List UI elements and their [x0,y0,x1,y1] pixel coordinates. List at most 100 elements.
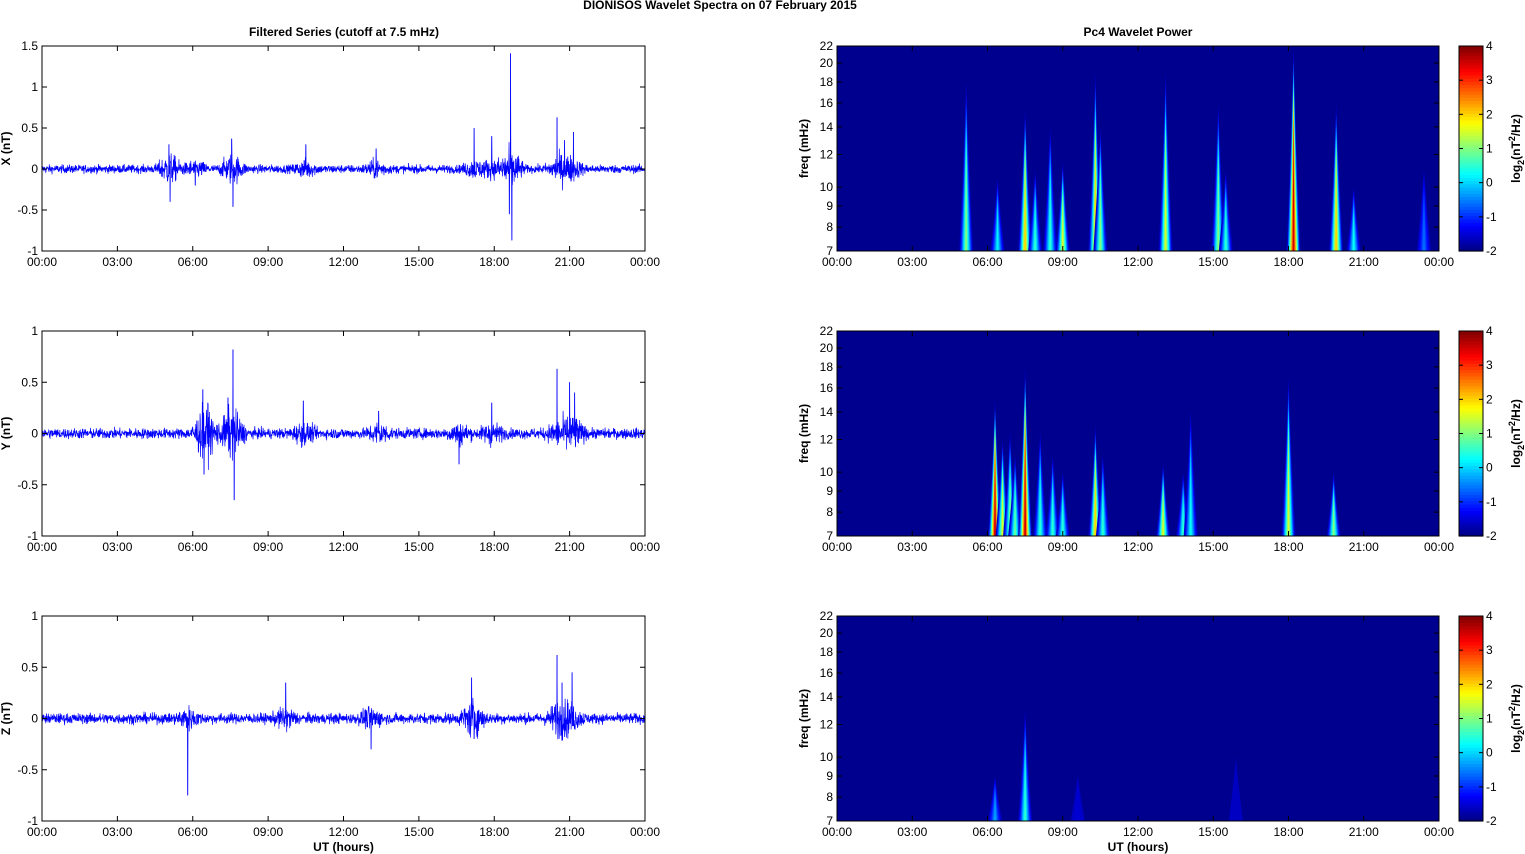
power-burst [1287,432,1290,536]
colorbar-cell [1459,161,1483,166]
colorbar-tick-label: -2 [1486,529,1497,543]
colorbar-cell [1459,494,1483,499]
colorbar-cell [1459,801,1483,806]
x-tick-label: 03:00 [897,825,927,839]
x-tick-label: 06:00 [972,255,1002,269]
colorbar-cell [1459,484,1483,489]
colorbar-cell [1459,366,1483,371]
power-burst [1217,154,1220,251]
colorbar-cell [1459,804,1483,809]
x-tick-label: 21:00 [555,255,585,269]
colorbar-cell [1459,126,1483,130]
colorbar-cell [1459,718,1483,723]
colorbar-cell [1459,340,1483,345]
colorbar-tick-label: -1 [1486,780,1497,794]
colorbar-tick-label: 2 [1486,677,1493,691]
power-burst [1094,463,1097,536]
colorbar-tick-label: 4 [1486,324,1493,338]
colorbar-tick-label: 0 [1486,746,1493,760]
x-tick-label: 00:00 [27,255,57,269]
colorbar-label: log2(nT2/Hz) [1507,114,1525,183]
colorbar-cell [1459,49,1483,54]
power-burst [1422,198,1425,251]
colorbar-cell [1459,199,1483,204]
colorbar-cell [1459,430,1483,435]
y-tick-label: 16 [820,96,834,110]
x-tick-label: 03:00 [897,540,927,554]
x-tick-label: 00:00 [27,540,57,554]
colorbar-cell [1459,529,1483,534]
colorbar-cell [1459,74,1483,79]
colorbar-cell [1459,183,1483,188]
x-tick-label: 15:00 [1198,825,1228,839]
colorbar-cell [1459,468,1483,473]
x-tick-label: 15:00 [404,255,434,269]
power-burst [1162,488,1165,536]
y-tick-label: 7 [826,529,833,543]
colorbar-cell [1459,423,1483,428]
colorbar-cell [1459,449,1483,454]
x-tick-label: 09:00 [1048,540,1078,554]
x-tick-label: 06:00 [178,255,208,269]
colorbar-cell [1459,398,1483,403]
colorbar-cell [1459,417,1483,422]
colorbar-cell [1459,811,1483,816]
colorbar-cell [1459,337,1483,342]
colorbar-cell [1459,90,1483,95]
colorbar-tick-label: 3 [1486,73,1493,87]
colorbar-cell [1459,103,1483,108]
x-tick-label: 12:00 [328,825,358,839]
colorbar-tick-label: 3 [1486,358,1493,372]
colorbar-cell [1459,100,1483,105]
colorbar-tick-label: 1 [1486,712,1493,726]
y-tick-label: 8 [826,790,833,804]
power-burst [1014,483,1017,536]
colorbar-cell [1459,455,1483,460]
x-tick-label: 18:00 [1273,540,1303,554]
power-burst [1024,158,1027,251]
power-burst [1332,494,1335,536]
colorbar-cell [1459,180,1483,185]
colorbar-cell [1459,776,1483,780]
colorbar-tick-label: 0 [1486,461,1493,475]
y-tick-label: -0.5 [17,203,38,217]
colorbar-tick-label: -2 [1486,244,1497,258]
colorbar-cell [1459,462,1483,467]
colorbar-label-part: /Hz) [1509,399,1523,421]
power-burst [1034,198,1037,251]
colorbar-cell [1459,186,1483,191]
colorbar-label-part: 2 [1516,445,1525,450]
colorbar-cell [1459,507,1483,511]
colorbar-cell [1459,363,1483,367]
x-tick-label: 03:00 [897,255,927,269]
colorbar-cell [1459,238,1483,242]
colorbar-cell [1459,122,1483,127]
colorbar-cell [1459,654,1483,659]
x-tick-label: 18:00 [1273,825,1303,839]
power-burst [994,447,997,536]
y-tick-label: 12 [820,148,834,162]
y-tick-label: 16 [820,381,834,395]
colorbar-cell [1459,142,1483,146]
y-tick-label: -0.5 [17,478,38,492]
colorbar-cell [1459,167,1483,172]
y-axis-label: freq (mHz) [797,404,811,463]
colorbar-cell [1459,135,1483,140]
colorbar-cell [1459,478,1483,483]
z-component-plot: -1 -0.5 0 0.5 1 00:00 03:00 06:00 09:00 12:00 15:0… [0,609,660,854]
x-tick-label: 00:00 [822,540,852,554]
colorbar-cell [1459,641,1483,646]
colorbar-cell [1459,231,1483,236]
colorbar-cell [1459,436,1483,441]
x-tick-label: 03:00 [102,540,132,554]
x-tick-label: 12:00 [328,540,358,554]
colorbar-cell [1459,206,1483,210]
colorbar-cell [1459,510,1483,515]
power-burst [1039,468,1042,536]
colorbar-tick-label: 2 [1486,392,1493,406]
colorbar-cell [1459,81,1483,86]
y-tick-label: 1 [31,80,38,94]
x-tick-label: 18:00 [479,825,509,839]
colorbar-cell [1459,628,1483,633]
